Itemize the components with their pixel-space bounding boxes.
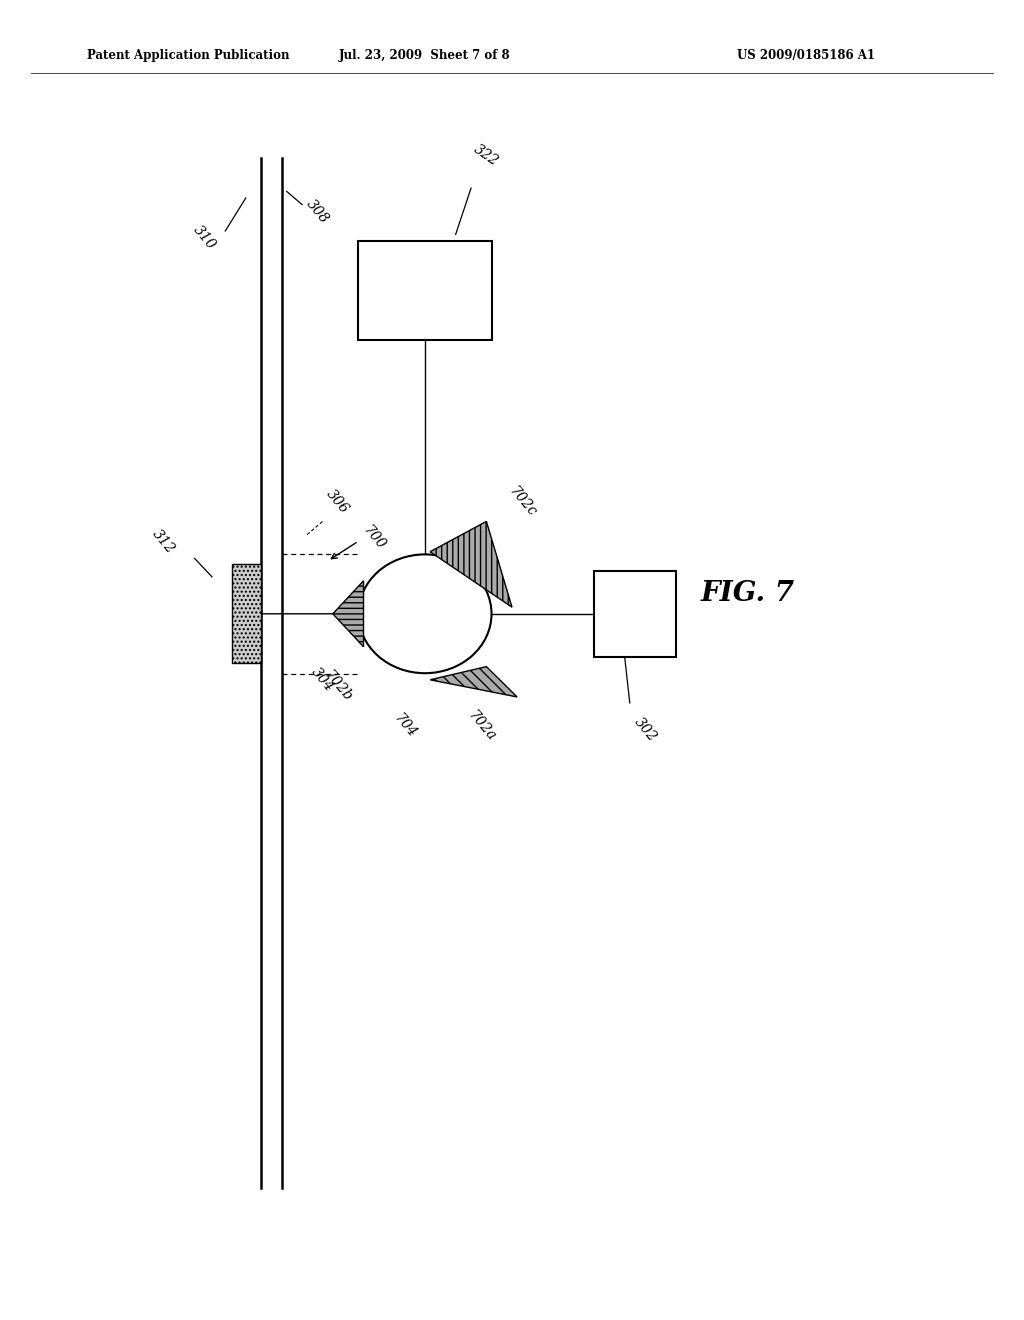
Text: 700: 700	[359, 523, 388, 552]
Text: Jul. 23, 2009  Sheet 7 of 8: Jul. 23, 2009 Sheet 7 of 8	[339, 49, 511, 62]
Text: 308: 308	[303, 197, 332, 226]
Text: 302: 302	[631, 714, 659, 744]
Polygon shape	[333, 581, 364, 647]
Text: 312: 312	[150, 527, 178, 556]
Text: 304: 304	[308, 665, 337, 694]
Text: 702a: 702a	[465, 708, 498, 744]
Bar	[232, 565, 261, 663]
Text: 702b: 702b	[322, 668, 354, 705]
Text: 306: 306	[324, 487, 352, 516]
Text: US 2009/0185186 A1: US 2009/0185186 A1	[737, 49, 876, 62]
Polygon shape	[430, 521, 512, 607]
Text: FIG. 7: FIG. 7	[700, 581, 795, 607]
Text: 704: 704	[390, 711, 419, 741]
Text: 310: 310	[190, 223, 219, 252]
Text: Patent Application Publication: Patent Application Publication	[87, 49, 290, 62]
Ellipse shape	[358, 554, 492, 673]
Text: 322: 322	[471, 141, 502, 169]
Polygon shape	[430, 667, 517, 697]
Text: 702c: 702c	[506, 484, 539, 519]
Text: Controller: Controller	[392, 284, 458, 297]
Bar	[358, 242, 492, 339]
Bar	[594, 570, 676, 656]
